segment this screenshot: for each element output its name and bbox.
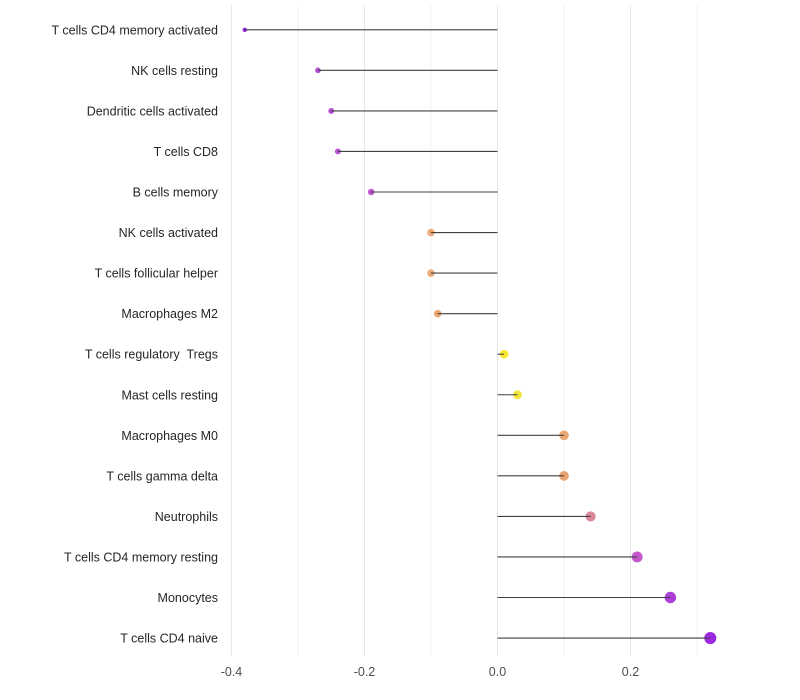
y-axis-label: NK cells resting (131, 64, 218, 78)
y-axis-label: T cells regulatory Tregs (85, 348, 218, 362)
y-axis-label: T cells CD4 memory resting (64, 550, 218, 564)
y-axis-label: Macrophages M0 (121, 429, 218, 443)
y-axis-label: T cells CD8 (154, 145, 218, 159)
y-axis-label: T cells CD4 naive (120, 632, 218, 646)
lollipop-dot (242, 27, 248, 33)
y-axis-label: Macrophages M2 (121, 307, 218, 321)
x-tick-label: 0.2 (622, 665, 639, 679)
y-axis-label: T cells CD4 memory activated (52, 23, 219, 37)
y-axis-label: Dendritic cells activated (87, 104, 218, 118)
y-axis-label: Monocytes (158, 591, 218, 605)
x-tick-label: 0.0 (489, 665, 506, 679)
lollipop-dot (334, 148, 341, 155)
y-axis-label: T cells gamma delta (106, 469, 218, 483)
x-tick-label: -0.2 (354, 665, 376, 679)
x-tick-label: -0.4 (221, 665, 243, 679)
y-axis-label: B cells memory (133, 186, 219, 200)
y-axis-label: Mast cells resting (121, 388, 218, 402)
y-axis-label: T cells follicular helper (95, 267, 218, 281)
y-axis-label: Neutrophils (155, 510, 218, 524)
y-axis-label: NK cells activated (119, 226, 218, 240)
